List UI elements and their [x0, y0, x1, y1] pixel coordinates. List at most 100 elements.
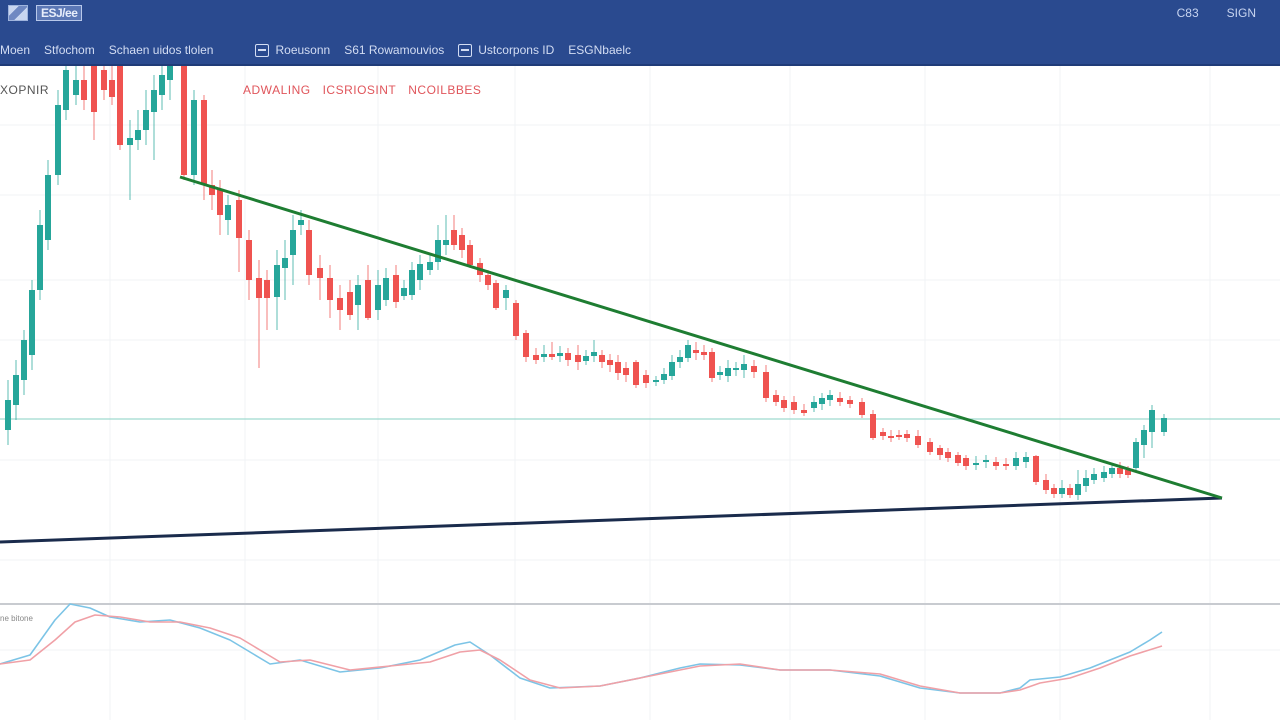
candle [904, 434, 910, 438]
candle [467, 245, 473, 265]
symbol-label[interactable]: XOPNIR [0, 83, 50, 97]
candle [1043, 480, 1049, 490]
candle [236, 200, 242, 238]
candle [983, 460, 989, 462]
header-item-sign[interactable]: SIGN [1226, 6, 1256, 20]
candle [282, 258, 288, 268]
legend-label-1: ADWALING [243, 83, 311, 97]
list-icon [458, 43, 473, 57]
candle [5, 400, 11, 430]
candle [347, 292, 353, 315]
candle [63, 70, 69, 110]
candle [401, 288, 407, 296]
candle [1133, 442, 1139, 468]
oscillator-label: ne bitone [0, 614, 33, 623]
candle [151, 90, 157, 112]
toolbar-item-roeusonn[interactable]: Roeusonn [255, 43, 330, 57]
candle [725, 368, 731, 376]
app-logo[interactable]: ESJ/ee [8, 5, 83, 21]
candle [1023, 457, 1029, 462]
candle [37, 225, 43, 290]
candle [819, 398, 825, 404]
resistance-trendline [179, 175, 1223, 500]
toolbar-label: ESGNbaelc [568, 43, 631, 57]
toolbar: Moen Stfochom Schaen uidos tlolen Roeuso… [0, 40, 631, 60]
candle [523, 333, 529, 357]
candles [5, 66, 1167, 500]
candle [896, 435, 902, 437]
candle [13, 375, 19, 405]
candle [653, 380, 659, 382]
toolbar-item-esgnbaelc[interactable]: ESGNbaelc [568, 43, 631, 57]
candle [274, 265, 280, 297]
candle [256, 278, 262, 298]
toolbar-item-ustcorpons[interactable]: Ustcorpons ID [458, 43, 554, 57]
toolbar-item-s61[interactable]: S61 Rowamouvios [344, 43, 444, 57]
candle [201, 100, 207, 185]
candle [801, 410, 807, 413]
candle [225, 205, 231, 220]
candle [693, 350, 699, 353]
candle [355, 285, 361, 305]
oscillator-line-fast [0, 603, 1163, 694]
toolbar-label: Ustcorpons ID [478, 43, 555, 57]
legend-label-3: NCOILBBES [408, 83, 482, 97]
candle [1101, 472, 1107, 478]
candle [443, 240, 449, 245]
candle [549, 354, 555, 357]
candle [717, 372, 723, 375]
candle [435, 240, 441, 262]
candle [503, 290, 509, 298]
candle [599, 355, 605, 362]
toolbar-label: Moen [0, 43, 31, 57]
candle [91, 66, 97, 112]
candle [847, 400, 853, 404]
candle [643, 375, 649, 383]
candle [1075, 484, 1081, 495]
candle [327, 278, 333, 300]
candle [459, 235, 465, 250]
candle [945, 452, 951, 458]
candle [591, 352, 597, 356]
toolbar-item-stfochom[interactable]: Stfochom [44, 43, 95, 57]
candle [837, 398, 843, 402]
toolbar-item-moen[interactable]: Moen [0, 43, 30, 57]
candle [955, 455, 961, 463]
header-item-c83[interactable]: C83 [1176, 6, 1199, 20]
candle [181, 66, 187, 175]
candle [669, 362, 675, 376]
candle [1033, 456, 1039, 482]
candle [290, 230, 296, 255]
candle [993, 462, 999, 466]
candle [393, 275, 399, 302]
toolbar-item-schaen[interactable]: Schaen uidos tlolen [109, 43, 214, 57]
candle [888, 436, 894, 438]
candle [1067, 488, 1073, 495]
candle [1125, 470, 1131, 475]
candle [583, 356, 589, 361]
candle [217, 190, 223, 215]
template-icon [255, 43, 270, 57]
candle [1013, 458, 1019, 466]
candle [870, 414, 876, 438]
candle [365, 280, 371, 318]
candle [623, 368, 629, 375]
candle [117, 66, 123, 145]
candle [541, 354, 547, 357]
logo-icon [8, 5, 28, 21]
candle [633, 362, 639, 385]
candle [1083, 478, 1089, 486]
candle [661, 374, 667, 380]
chart-legend: XOPNIR ADWALING ICSRIOSINT NCOILBBES [0, 83, 481, 97]
candle [55, 105, 61, 175]
candle [773, 395, 779, 402]
candle [937, 448, 943, 455]
candle [973, 463, 979, 465]
candle [45, 175, 51, 240]
candle [306, 230, 312, 275]
candle [264, 280, 270, 298]
candle [859, 402, 865, 415]
candle [557, 353, 563, 356]
candle [607, 360, 613, 365]
